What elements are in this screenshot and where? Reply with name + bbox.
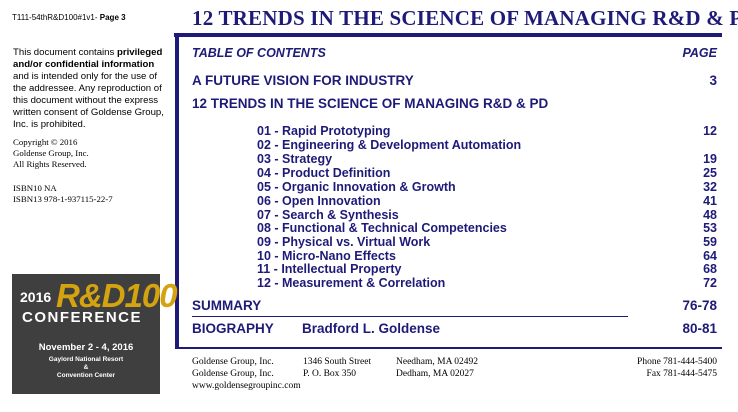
toc-trend-item[interactable]: 07 - Search & Synthesis 48 (257, 208, 717, 222)
copyright-line: Goldense Group, Inc. (13, 148, 89, 158)
venue-line: & (83, 364, 89, 371)
toc-trend-item[interactable]: 11 - Intellectual Property 68 (257, 262, 717, 276)
venue-line: Convention Center (56, 372, 116, 379)
toc-summary[interactable]: SUMMARY 76-78 (192, 298, 717, 313)
doc-ref-code: T111-54thR&D100#1v1- (12, 13, 98, 22)
toc-trends-title[interactable]: 12 TRENDS IN THE SCIENCE OF MANAGING R&D… (192, 96, 717, 111)
header-rule (174, 33, 722, 37)
toc-label: 11 - Intellectual Property (257, 262, 402, 276)
confidentiality-notice: This document contains privileged and/or… (13, 47, 165, 131)
toc-page-number: 53 (703, 221, 717, 235)
toc-label: 05 - Organic Innovation & Growth (257, 180, 456, 194)
toc-label: 12 TRENDS IN THE SCIENCE OF MANAGING R&D… (192, 96, 549, 111)
toc-trend-item[interactable]: 03 - Strategy 19 (257, 152, 717, 166)
toc-trend-item[interactable]: 06 - Open Innovation 41 (257, 194, 717, 208)
document-reference: T111-54thR&D100#1v1- Page 3 (12, 13, 126, 22)
toc-label: 01 - Rapid Prototyping (257, 124, 391, 138)
notice-emphasis: privileged and/or confidential informati… (13, 47, 163, 70)
toc-page-number: 59 (703, 235, 717, 249)
copyright-line: Copyright © 2016 (13, 137, 78, 147)
copyright-block: Copyright © 2016 Goldense Group, Inc. Al… (13, 137, 89, 170)
sidebar-divider (175, 36, 179, 349)
venue-line: Gaylord National Resort (48, 356, 124, 363)
footer-rule (176, 347, 722, 349)
isbn13: ISBN13 978-1-937115-22-7 (13, 194, 113, 204)
toc-biography[interactable]: BIOGRAPHY Bradford L. Goldense 80-81 (192, 321, 717, 336)
toc-page-number: 41 (703, 194, 717, 208)
website-link[interactable]: www.goldensegroupinc.com (192, 381, 301, 391)
toc-page-number: 64 (703, 249, 717, 263)
company-line: Goldense Group, Inc. (192, 369, 274, 379)
toc-trend-item[interactable]: 02 - Engineering & Development Automatio… (257, 138, 717, 152)
notice-text: This document contains (13, 47, 117, 58)
conference-word: CONFERENCE (22, 309, 143, 326)
city-line: Dedham, MA 02027 (396, 369, 474, 379)
isbn-block: ISBN10 NA ISBN13 978-1-937115-22-7 (13, 183, 113, 205)
footer-address: 1346 South Street P. O. Box 350 (303, 356, 371, 380)
section-rule (192, 316, 628, 317)
page-label: Page 3 (99, 13, 126, 22)
toc-page-number: 25 (703, 166, 717, 180)
conference-brand: R&D100 (56, 277, 178, 314)
toc-future-vision[interactable]: A FUTURE VISION FOR INDUSTRY 3 (192, 73, 717, 88)
toc-page-number: 76-78 (682, 298, 717, 313)
conference-year: 2016 (20, 289, 52, 305)
toc-page-number: 3 (709, 73, 717, 88)
toc-page-number: 80-81 (682, 321, 717, 336)
toc-trend-item[interactable]: 10 - Micro-Nano Effects 64 (257, 249, 717, 263)
footer-city: Needham, MA 02492 Dedham, MA 02027 (396, 356, 478, 380)
toc-page-heading: PAGE (682, 46, 718, 60)
toc-trend-item[interactable]: 08 - Functional & Technical Competencies… (257, 221, 717, 235)
toc-page-number: 68 (703, 262, 717, 276)
toc-page-number: 12 (703, 124, 717, 138)
toc-trend-item[interactable]: 09 - Physical vs. Virtual Work 59 (257, 235, 717, 249)
fax-number: Fax 781-444-5475 (646, 369, 717, 379)
company-line: Goldense Group, Inc. (192, 357, 274, 367)
toc-trend-item[interactable]: 04 - Product Definition 25 (257, 166, 717, 180)
toc-label: SUMMARY (192, 298, 262, 313)
toc-trend-item[interactable]: 05 - Organic Innovation & Growth 32 (257, 180, 717, 194)
toc-page-number: 72 (703, 276, 717, 290)
isbn10: ISBN10 NA (13, 183, 57, 193)
toc-label: BIOGRAPHY (192, 321, 274, 336)
toc-label: 07 - Search & Synthesis (257, 208, 399, 222)
toc-trend-item[interactable]: 12 - Measurement & Correlation 72 (257, 276, 717, 290)
toc-page-number: 32 (703, 180, 717, 194)
conference-logo: 2016 R&D100 CONFERENCE November 2 - 4, 2… (12, 274, 178, 394)
address-line: P. O. Box 350 (303, 369, 357, 379)
toc-author: Bradford L. Goldense (302, 321, 441, 336)
toc-label: 12 - Measurement & Correlation (257, 276, 446, 290)
page-title: 12 TRENDS IN THE SCIENCE OF MANAGING R&D… (192, 6, 738, 30)
toc-label: 06 - Open Innovation (257, 194, 381, 208)
toc-label: 04 - Product Definition (257, 166, 391, 180)
footer-contact: Phone 781-444-5400 Fax 781-444-5475 (637, 356, 717, 380)
phone-number: Phone 781-444-5400 (637, 357, 717, 367)
toc-page-number: 19 (703, 152, 717, 166)
conference-dates: November 2 - 4, 2016 (38, 342, 134, 353)
toc-label: 08 - Functional & Technical Competencies (257, 221, 507, 235)
toc-label: A FUTURE VISION FOR INDUSTRY (192, 73, 414, 88)
city-line: Needham, MA 02492 (396, 357, 479, 367)
toc-label: 02 - Engineering & Development Automatio… (257, 138, 522, 152)
conference-venue: Gaylord National Resort & Convention Cen… (12, 356, 160, 380)
copyright-line: All Rights Reserved. (13, 159, 87, 169)
toc-heading: TABLE OF CONTENTS (192, 46, 326, 60)
toc-label: 09 - Physical vs. Virtual Work (257, 235, 431, 249)
toc-page-number: 48 (703, 208, 717, 222)
toc-label: 03 - Strategy (257, 152, 333, 166)
toc-header: TABLE OF CONTENTS PAGE (192, 46, 717, 60)
toc-trend-item[interactable]: 01 - Rapid Prototyping 12 (257, 124, 717, 138)
toc-label: 10 - Micro-Nano Effects (257, 249, 396, 263)
address-line: 1346 South Street (303, 357, 372, 367)
footer-company: Goldense Group, Inc. Goldense Group, Inc… (192, 356, 301, 392)
notice-text-rest: and is intended only for the use of the … (13, 71, 164, 130)
